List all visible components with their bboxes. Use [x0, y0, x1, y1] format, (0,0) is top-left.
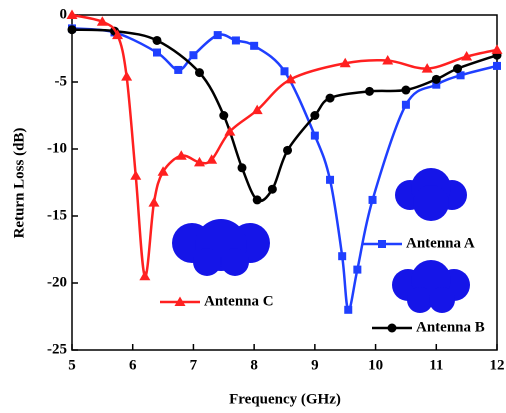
- marker: [175, 150, 187, 160]
- y-tick-label: -25: [47, 341, 67, 357]
- marker: [382, 55, 394, 65]
- marker: [121, 71, 133, 81]
- marker: [152, 35, 162, 45]
- series-line: [71, 28, 498, 203]
- antenna-icon-a: [395, 168, 467, 221]
- legend-label: Antenna A: [406, 235, 475, 251]
- marker: [453, 64, 463, 74]
- y-tick-label: -5: [55, 73, 68, 89]
- legend-label: Antenna C: [204, 293, 274, 309]
- marker: [189, 51, 198, 60]
- marker: [325, 93, 335, 103]
- marker: [231, 36, 240, 45]
- x-tick-label: 8: [250, 357, 258, 373]
- marker: [421, 63, 433, 73]
- x-tick-label: 11: [429, 357, 443, 373]
- marker: [310, 111, 320, 120]
- marker: [326, 175, 335, 184]
- marker: [153, 48, 161, 57]
- marker: [338, 252, 347, 261]
- marker: [195, 68, 204, 78]
- marker: [66, 9, 78, 19]
- marker: [174, 65, 183, 74]
- marker: [344, 305, 353, 314]
- y-tick-label: -15: [47, 207, 67, 223]
- marker: [139, 270, 151, 281]
- marker: [112, 29, 124, 40]
- marker: [365, 86, 374, 96]
- marker: [491, 44, 503, 54]
- legend-label: Antenna B: [416, 319, 485, 335]
- marker: [251, 104, 263, 115]
- x-tick-label: 7: [190, 357, 198, 373]
- y-tick-label: -20: [47, 274, 67, 290]
- marker: [339, 57, 351, 68]
- antenna-icon-c: [172, 219, 270, 276]
- marker: [285, 73, 297, 84]
- y-tick-label: 0: [60, 6, 68, 22]
- legend-marker: [378, 240, 386, 248]
- x-tick-label: 6: [129, 357, 137, 373]
- marker: [194, 156, 205, 167]
- x-tick-label: 9: [311, 357, 319, 373]
- x-axis-title: Frequency (GHz): [229, 391, 341, 407]
- marker: [368, 195, 377, 204]
- marker: [401, 100, 410, 109]
- marker: [250, 41, 259, 50]
- marker: [432, 80, 441, 89]
- x-tick-label: 12: [490, 357, 505, 373]
- legend-marker: [174, 296, 186, 306]
- marker: [237, 163, 247, 173]
- marker: [96, 16, 108, 26]
- marker: [456, 71, 465, 80]
- marker: [353, 265, 362, 274]
- x-tick-label: 5: [68, 357, 76, 373]
- marker: [157, 166, 169, 176]
- marker: [431, 74, 441, 84]
- antenna-icon-b: [392, 260, 470, 313]
- marker: [206, 154, 218, 164]
- marker: [67, 25, 77, 35]
- marker: [280, 67, 289, 76]
- marker: [224, 126, 236, 136]
- marker: [148, 197, 160, 207]
- marker: [219, 111, 229, 120]
- marker: [213, 31, 222, 40]
- marker: [130, 170, 142, 180]
- legend-marker: [387, 323, 397, 333]
- marker: [283, 145, 293, 155]
- plot-frame: [71, 14, 498, 351]
- marker: [461, 51, 473, 61]
- y-tick-label: -10: [47, 140, 67, 156]
- marker: [252, 195, 262, 205]
- x-tick-label: 10: [368, 357, 383, 373]
- y-axis-title: Return Loss (dB): [11, 128, 27, 239]
- marker: [493, 61, 501, 70]
- marker: [401, 85, 411, 95]
- marker: [267, 184, 277, 194]
- marker: [310, 131, 319, 140]
